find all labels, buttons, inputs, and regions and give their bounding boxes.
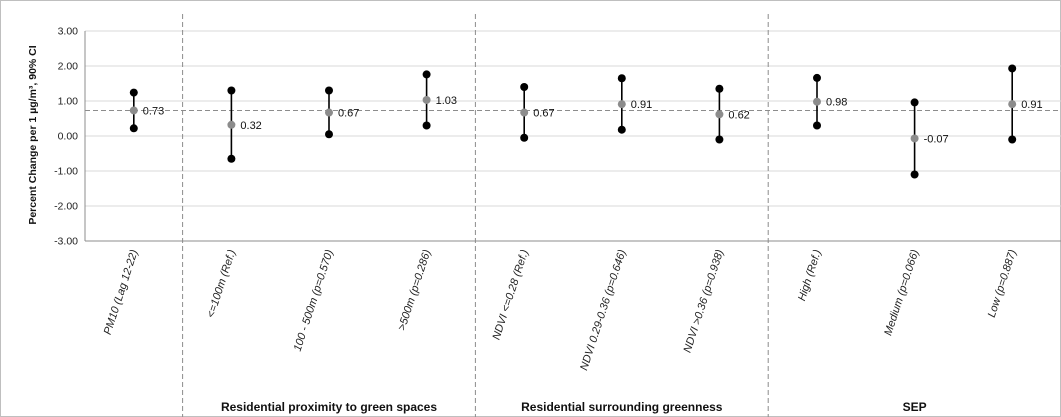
y-tick-label: 2.00 (58, 61, 79, 73)
upper-bound-point (325, 86, 333, 95)
upper-bound-point (520, 83, 529, 91)
lower-bound-point (617, 125, 626, 134)
upper-bound-point (813, 73, 821, 82)
group-label: Residential surrounding greenness (521, 400, 723, 414)
lower-bound-point (910, 170, 919, 179)
estimate-point (422, 95, 431, 104)
y-axis-label: Percent Change per 1 µg/m³, 90% CI (27, 45, 39, 224)
lower-bound-point (325, 130, 333, 139)
group-label: Residential proximity to green spaces (221, 400, 437, 414)
upper-bound-point (422, 70, 431, 79)
data-label: 0.32 (240, 120, 261, 132)
group-label: SEP (903, 400, 927, 414)
lower-bound-point (422, 121, 431, 130)
marks-layer (129, 64, 1017, 179)
upper-bound-point (910, 98, 919, 107)
data-label: 0.67 (533, 108, 554, 120)
estimate-point (129, 106, 138, 115)
upper-bound-point (227, 86, 236, 95)
estimate-point (617, 100, 626, 109)
estimate-point (910, 134, 919, 143)
lower-bound-point (520, 133, 529, 142)
upper-bound-point (129, 88, 138, 97)
data-label: 0.67 (338, 108, 359, 120)
y-tick-label: -1.00 (54, 166, 78, 178)
lower-bound-point (715, 135, 724, 144)
lower-bound-point (1008, 135, 1017, 144)
data-label: -0.07 (924, 133, 949, 145)
y-tick-label: 1.00 (58, 96, 79, 108)
data-label: 0.91 (1021, 99, 1042, 111)
lower-bound-point (227, 154, 236, 163)
lower-bound-point (129, 124, 138, 133)
lower-bound-point (813, 121, 821, 130)
y-tick-label: -2.00 (54, 201, 78, 213)
axis-layer (84, 14, 1061, 417)
y-tick-label: 3.00 (58, 26, 79, 38)
estimate-point (520, 108, 529, 117)
y-tick-label: -3.00 (54, 236, 78, 248)
upper-bound-point (617, 74, 626, 83)
data-label: 1.03 (436, 95, 457, 107)
estimate-point (325, 108, 333, 117)
estimate-point (1008, 100, 1017, 109)
upper-bound-point (1008, 64, 1017, 73)
y-tick-label: 0.00 (58, 131, 79, 143)
estimate-point (715, 110, 724, 119)
estimate-point (813, 97, 821, 106)
data-label: 0.91 (631, 99, 652, 111)
upper-bound-point (715, 84, 724, 93)
estimate-point (227, 120, 236, 129)
data-label: 0.73 (143, 105, 164, 117)
data-label: 0.98 (826, 97, 847, 109)
data-label: 0.62 (728, 109, 749, 121)
